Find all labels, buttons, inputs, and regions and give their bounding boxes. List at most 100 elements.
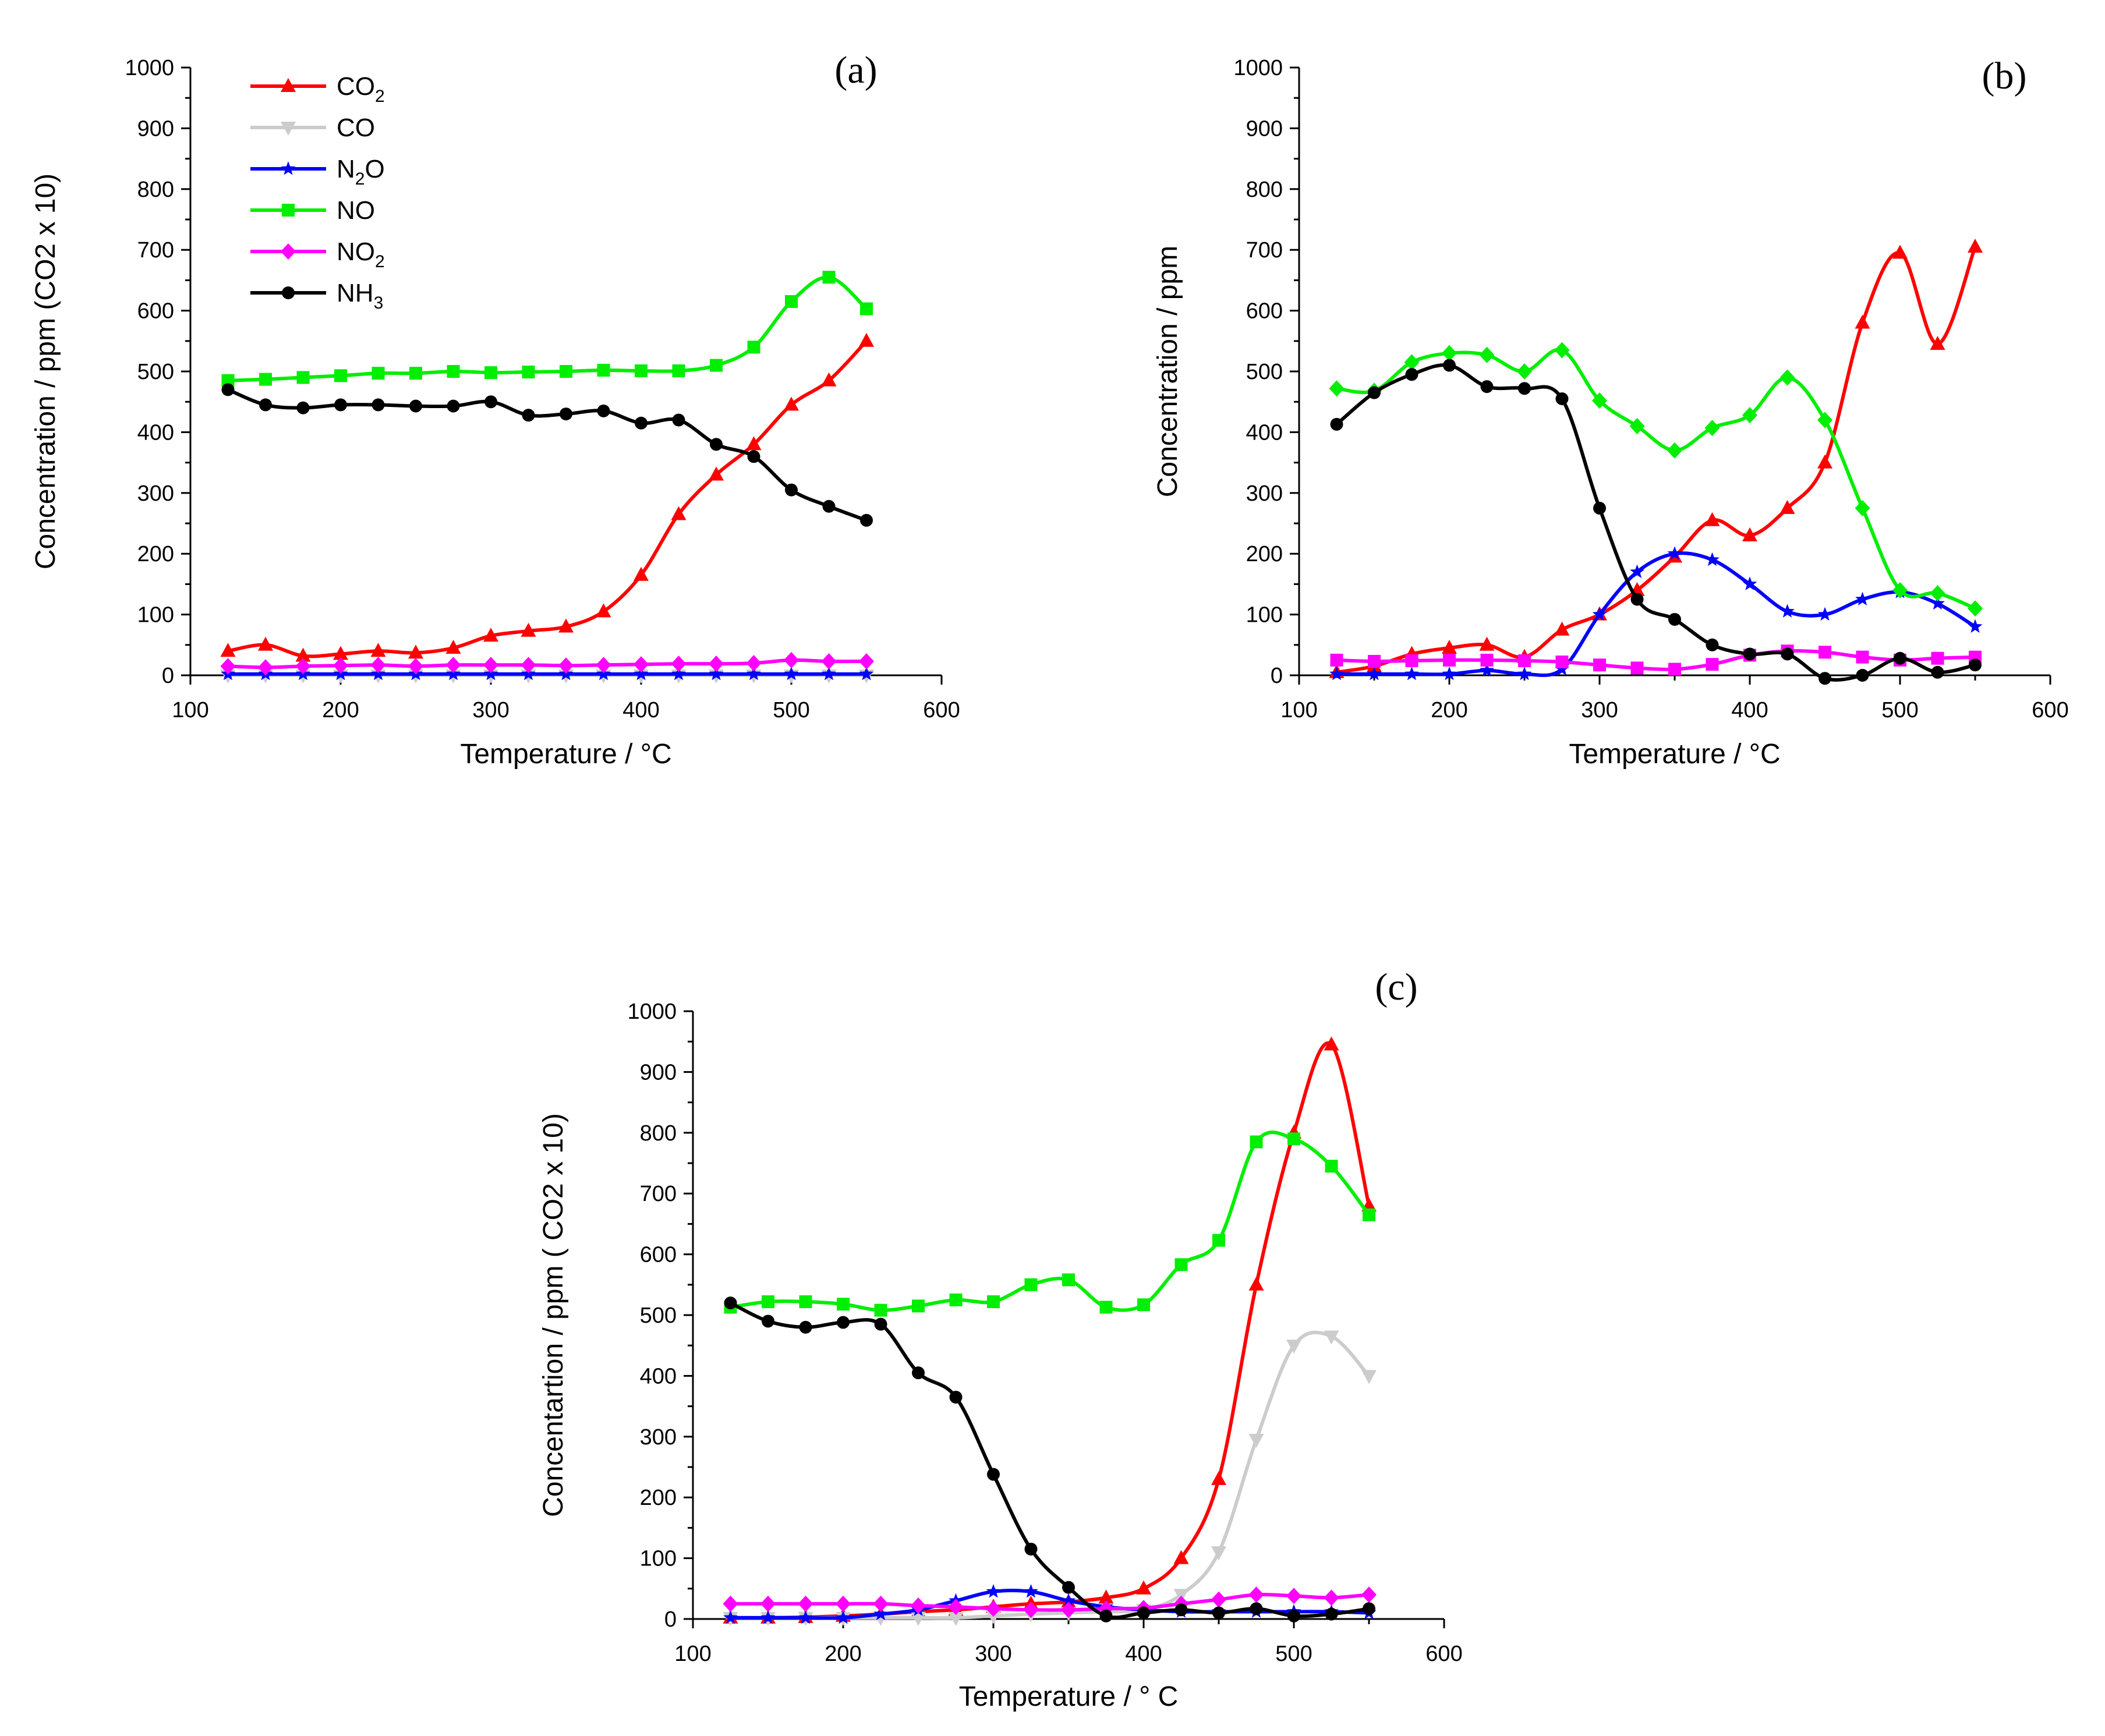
data-point-n2o xyxy=(1592,607,1607,621)
x-tick-label: 500 xyxy=(1881,698,1918,722)
y-tick-label: 100 xyxy=(640,1547,677,1571)
data-point-no xyxy=(1325,1160,1338,1173)
data-point-co2 xyxy=(445,640,461,654)
data-point-nh3 xyxy=(221,383,235,396)
series-nh3 xyxy=(1330,359,1982,685)
data-point-co2 xyxy=(1704,512,1720,526)
data-point-no2 xyxy=(333,657,348,674)
data-point-no xyxy=(1329,380,1345,397)
data-point-nh3 xyxy=(1363,1602,1375,1615)
y-tick-label: 700 xyxy=(137,238,174,263)
data-point-no xyxy=(1024,1278,1038,1291)
data-point-co2 xyxy=(1742,527,1757,541)
y-axis-label: Concentration / ppm xyxy=(1152,246,1183,497)
data-point-n2o xyxy=(596,666,611,681)
panel-label: (a) xyxy=(834,49,877,91)
data-point-no2 xyxy=(859,653,874,669)
chart-panel-b: 100 200 300 400 500 600 0 100 200 300 400 500 600 700… xyxy=(1152,55,2069,770)
data-point-no xyxy=(1667,442,1682,459)
data-point-no2 xyxy=(911,1597,926,1614)
x-tick-label: 500 xyxy=(773,698,809,722)
legend-marker xyxy=(281,78,296,92)
data-point-co xyxy=(1211,1546,1226,1561)
data-point-n2o xyxy=(1968,619,1983,633)
data-point-no xyxy=(785,295,798,308)
data-point-nh3 xyxy=(334,398,347,412)
y-tick-label: 1000 xyxy=(1233,56,1283,80)
data-point-co xyxy=(1324,1330,1339,1345)
legend-label: NH3 xyxy=(337,279,383,313)
data-point-no xyxy=(912,1299,925,1313)
data-point-n2o xyxy=(1329,666,1344,681)
data-point-no2 xyxy=(873,1595,889,1612)
data-point-nh3 xyxy=(762,1315,774,1328)
series-nh3 xyxy=(724,1296,1375,1622)
data-point-no2 xyxy=(1518,654,1531,667)
data-point-no2 xyxy=(295,658,311,675)
data-point-co2 xyxy=(1779,499,1795,514)
data-point-nh3 xyxy=(822,499,836,513)
data-point-nh3 xyxy=(1743,647,1756,661)
data-point-n2o xyxy=(1404,666,1419,681)
data-point-nh3 xyxy=(1287,1609,1300,1622)
legend-marker xyxy=(282,204,295,217)
data-point-nh3 xyxy=(1062,1581,1075,1594)
data-point-n2o xyxy=(836,1610,851,1624)
x-tick-label: 200 xyxy=(322,698,359,722)
data-point-no xyxy=(334,369,347,382)
data-point-n2o xyxy=(798,1610,813,1624)
data-point-nh3 xyxy=(987,1468,1000,1481)
data-point-nh3 xyxy=(1480,380,1494,394)
legend-marker xyxy=(282,286,295,299)
data-point-n2o xyxy=(521,666,536,681)
data-point-nh3 xyxy=(259,398,272,412)
data-point-nh3 xyxy=(1405,368,1418,381)
data-point-no xyxy=(1363,1208,1375,1221)
legend-label-subscript: 3 xyxy=(374,293,384,313)
x-axis-label: Temperature / ° C xyxy=(959,1681,1179,1712)
x-tick-label: 100 xyxy=(674,1642,711,1666)
data-point-nh3 xyxy=(1174,1603,1188,1617)
data-point-no2 xyxy=(760,1595,776,1612)
data-point-co2 xyxy=(1136,1580,1151,1595)
y-tick-label: 500 xyxy=(1246,360,1283,384)
y-tick-label: 900 xyxy=(137,116,174,141)
chart-panel-c: 100 200 300 400 500 600 0 100 200 300 400 500 600 700… xyxy=(538,966,1463,1712)
data-point-co2 xyxy=(634,566,649,581)
data-point-no2 xyxy=(1211,1591,1226,1608)
data-point-co2 xyxy=(746,436,762,451)
legend-label-text: CO xyxy=(337,72,375,101)
data-point-co2 xyxy=(1098,1589,1114,1604)
data-point-co2 xyxy=(408,644,423,659)
data-point-no2 xyxy=(370,657,386,674)
panel-label: (b) xyxy=(1982,55,2027,97)
data-point-nh3 xyxy=(1819,672,1831,685)
data-point-nh3 xyxy=(1212,1606,1225,1620)
data-point-n2o xyxy=(723,1610,738,1624)
x-tick-label: 600 xyxy=(1425,1642,1462,1666)
x-tick-label: 300 xyxy=(975,1642,1011,1666)
data-point-nh3 xyxy=(799,1320,812,1334)
data-point-no xyxy=(560,365,572,378)
y-tick-label: 800 xyxy=(640,1121,677,1146)
data-point-no xyxy=(762,1295,774,1309)
data-point-co2 xyxy=(1442,640,1457,654)
data-point-n2o xyxy=(483,666,498,681)
data-point-nh3 xyxy=(1630,593,1644,606)
data-point-no xyxy=(860,302,873,316)
data-point-no2 xyxy=(1819,646,1831,659)
y-tick-label: 500 xyxy=(137,360,174,384)
data-point-nh3 xyxy=(560,408,572,421)
y-tick-label: 0 xyxy=(1271,664,1283,688)
data-point-co xyxy=(1248,1434,1264,1448)
legend-label-text: N xyxy=(337,155,355,183)
data-point-co2 xyxy=(558,618,574,633)
series-no xyxy=(1329,342,1983,617)
y-tick-label: 1000 xyxy=(627,1000,677,1024)
data-point-no xyxy=(1742,407,1757,424)
data-point-co2 xyxy=(1855,314,1870,329)
data-point-no xyxy=(1855,499,1870,516)
data-point-nh3 xyxy=(372,398,385,412)
x-tick-label: 200 xyxy=(1431,698,1467,722)
